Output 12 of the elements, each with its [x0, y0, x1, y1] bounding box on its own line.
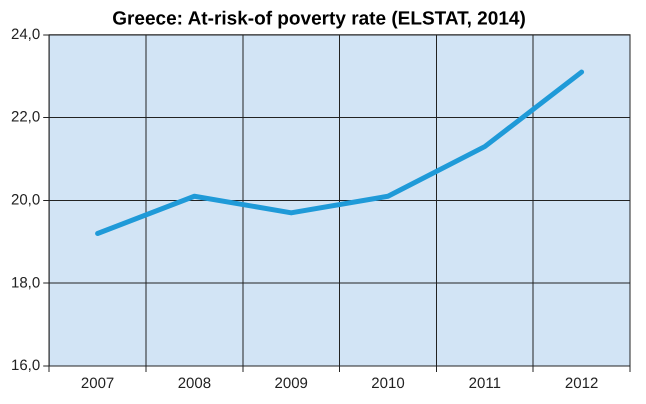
y-tick-label: 16,0: [10, 357, 40, 374]
x-tick-label: 2007: [80, 375, 114, 392]
y-tick-label: 18,0: [10, 274, 40, 292]
y-tick-label: 20,0: [10, 192, 40, 209]
y-tick-label: 22,0: [10, 108, 40, 126]
chart-title: Greece: At-risk-of poverty rate (ELSTAT, 2014): [112, 8, 526, 30]
x-tick-label: 2011: [468, 375, 501, 392]
x-tick-label: 2009: [274, 375, 308, 392]
x-tick-label: 2008: [178, 375, 212, 392]
x-tick-label: 2010: [371, 375, 405, 392]
x-tick-label: 2012: [564, 375, 598, 392]
y-tick-label: 24,0: [10, 26, 40, 43]
